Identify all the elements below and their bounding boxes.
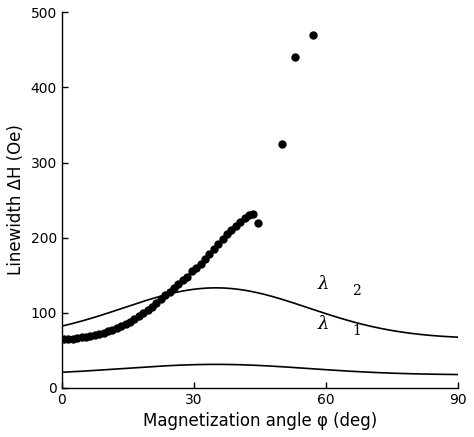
Point [162,292,169,299]
Point [87,333,94,340]
Point [157,295,164,302]
Point [139,309,147,316]
Point [210,245,218,252]
Point [214,240,222,247]
Point [188,268,195,275]
Point [278,140,286,147]
Point [197,260,204,267]
Text: λ: λ [317,274,328,293]
Point [148,303,156,310]
Point [69,335,76,342]
Point [254,219,262,226]
Point [126,318,134,325]
Point [175,281,182,288]
X-axis label: Magnetization angle φ (deg): Magnetization angle φ (deg) [143,412,377,430]
Point [82,333,90,340]
Point [118,323,125,329]
Text: λ: λ [317,315,328,333]
Y-axis label: Linewidth ΔH (Oe): Linewidth ΔH (Oe) [7,125,25,275]
Point [228,226,235,233]
Point [206,250,213,257]
Point [309,31,317,38]
Point [219,236,226,243]
Point [241,215,248,222]
Text: 1: 1 [353,324,361,338]
Point [122,320,129,327]
Point [91,332,99,339]
Point [113,325,120,332]
Point [237,218,244,225]
Point [192,264,200,271]
Point [170,284,178,291]
Point [95,331,103,338]
Point [201,255,209,262]
Point [153,299,160,306]
Point [104,328,112,335]
Point [109,326,116,333]
Point [144,306,151,313]
Point [179,277,187,284]
Point [73,335,81,342]
Text: 2: 2 [353,284,361,298]
Point [232,222,239,229]
Point [135,312,143,319]
Point [183,273,191,280]
Point [60,335,68,342]
Point [245,212,253,218]
Point [292,54,299,61]
Point [166,288,173,295]
Point [64,335,72,342]
Point [100,329,108,336]
Point [131,315,138,322]
Point [250,210,257,217]
Point [78,334,85,341]
Point [223,230,231,237]
